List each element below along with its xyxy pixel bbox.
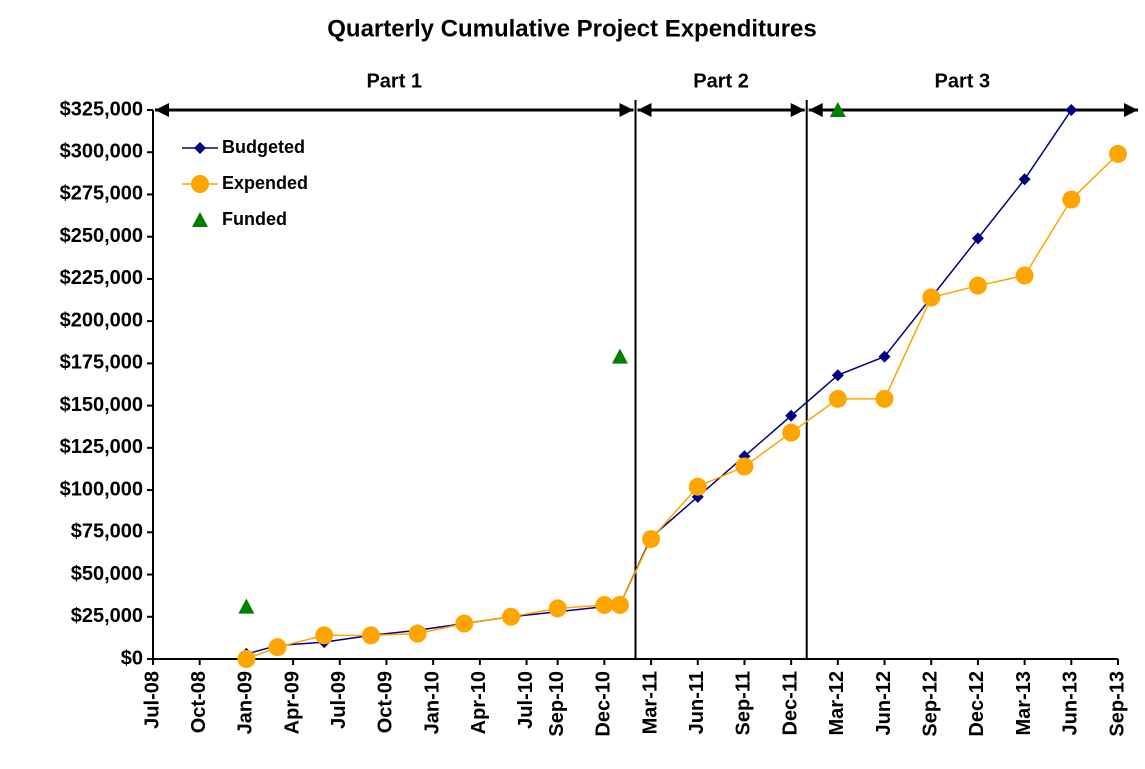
y-tick-label: $250,000 xyxy=(60,225,143,247)
x-tick-label: Jul-08 xyxy=(141,671,163,729)
diamond-marker xyxy=(1018,173,1031,186)
x-tick-label: Oct-09 xyxy=(375,671,397,733)
x-tick-label: Jun-12 xyxy=(873,671,895,735)
circle-marker xyxy=(361,626,380,645)
chart-title: Quarterly Cumulative Project Expenditure… xyxy=(327,15,816,42)
diamond-marker xyxy=(1065,104,1078,116)
y-tick-label: $25,000 xyxy=(71,605,143,627)
y-tick-label: $325,000 xyxy=(60,98,143,120)
circle-marker xyxy=(191,175,209,193)
x-tick-label: Apr-09 xyxy=(281,671,303,734)
legend-entry: Funded xyxy=(192,209,287,229)
x-tick-label: Sep-10 xyxy=(546,671,568,737)
y-tick-label: $200,000 xyxy=(60,309,143,331)
y-tick-label: $225,000 xyxy=(60,267,143,289)
circle-marker xyxy=(1109,144,1127,163)
x-tick-label: Dec-11 xyxy=(779,671,801,736)
y-tick-label: $100,000 xyxy=(60,478,143,500)
circle-marker xyxy=(237,650,256,668)
y-tick-label: $300,000 xyxy=(60,141,143,163)
legend-entry: Budgeted xyxy=(182,137,305,157)
diamond-marker xyxy=(878,350,891,363)
y-tick-label: $0 xyxy=(121,647,143,669)
circle-marker xyxy=(968,276,987,295)
diamond-marker xyxy=(194,142,206,154)
x-tick-label: Jan-09 xyxy=(235,671,257,734)
arrow-head xyxy=(790,103,805,117)
x-tick-label: Sep-13 xyxy=(1106,671,1128,737)
circle-marker xyxy=(782,423,801,442)
arrow-head xyxy=(619,103,634,117)
diamond-marker xyxy=(785,409,798,422)
circle-marker xyxy=(828,389,847,408)
x-tick-label: Jan-10 xyxy=(421,671,443,734)
x-tick-label: Oct-08 xyxy=(188,671,210,733)
circle-marker xyxy=(875,389,894,408)
arrow-head xyxy=(1124,103,1138,117)
y-tick-label: $275,000 xyxy=(60,183,143,205)
x-tick-label: Jul-10 xyxy=(515,671,537,729)
x-tick-label: Sep-12 xyxy=(920,671,942,737)
x-tick-label: Mar-13 xyxy=(1013,671,1035,735)
circle-marker xyxy=(315,626,334,645)
part-label: Part 2 xyxy=(693,70,749,92)
legend-entry: Expended xyxy=(182,173,308,193)
y-tick-label: $50,000 xyxy=(71,563,143,585)
x-tick-label: Jun-11 xyxy=(686,671,708,734)
diamond-marker xyxy=(971,232,984,245)
legend-label: Funded xyxy=(222,209,287,229)
x-tick-label: Dec-10 xyxy=(593,671,615,737)
arrow-head xyxy=(808,103,823,117)
legend-label: Budgeted xyxy=(222,137,305,157)
circle-marker xyxy=(688,477,707,496)
x-tick-label: Jun-13 xyxy=(1060,671,1082,735)
y-tick-label: $175,000 xyxy=(60,352,143,374)
circle-marker xyxy=(1015,266,1034,285)
circle-marker xyxy=(922,288,941,307)
legend-label: Expended xyxy=(222,173,308,193)
circle-marker xyxy=(1062,190,1081,209)
circle-marker xyxy=(595,595,614,614)
y-tick-label: $125,000 xyxy=(60,436,143,458)
diamond-marker xyxy=(831,369,844,382)
x-tick-label: Jul-09 xyxy=(328,671,350,729)
circle-marker xyxy=(408,624,427,643)
y-tick-label: $75,000 xyxy=(71,521,143,543)
series-line xyxy=(246,109,1072,655)
triangle-marker xyxy=(829,102,846,117)
x-tick-label: Apr-10 xyxy=(468,671,490,734)
triangle-marker xyxy=(192,212,208,227)
arrow-head xyxy=(637,103,652,117)
triangle-marker xyxy=(611,348,628,364)
part-label: Part 3 xyxy=(935,70,991,92)
triangle-marker xyxy=(238,598,255,614)
y-tick-label: $150,000 xyxy=(60,394,143,416)
x-tick-label: Mar-11 xyxy=(639,671,661,734)
x-tick-label: Sep-11 xyxy=(733,671,755,735)
circle-marker xyxy=(735,457,754,476)
part-label: Part 1 xyxy=(366,70,422,92)
series-line xyxy=(246,153,1119,660)
circle-marker xyxy=(501,607,520,626)
circle-marker xyxy=(642,530,661,549)
circle-marker xyxy=(268,638,287,657)
arrow-head xyxy=(155,103,169,117)
circle-marker xyxy=(455,614,474,633)
x-tick-label: Dec-12 xyxy=(966,671,988,737)
circle-marker xyxy=(610,595,629,614)
x-tick-label: Mar-12 xyxy=(826,671,848,735)
circle-marker xyxy=(548,599,567,618)
